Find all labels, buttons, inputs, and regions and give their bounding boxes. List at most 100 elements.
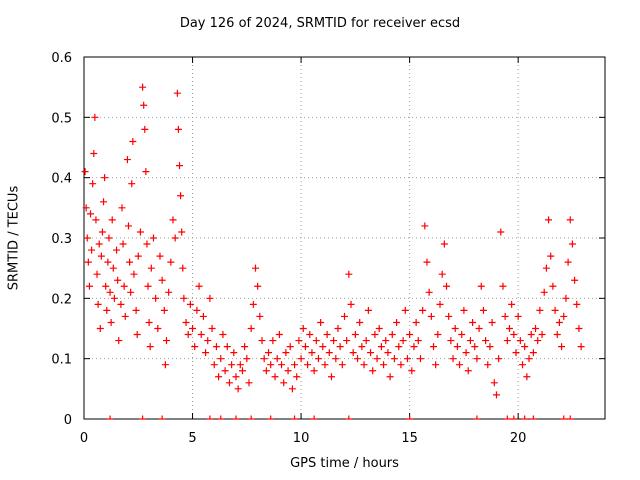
- data-point: [512, 349, 520, 357]
- data-point: [501, 312, 509, 320]
- data-point: [499, 282, 507, 290]
- data-point: [575, 325, 583, 332]
- data-point: [149, 234, 157, 242]
- data-point: [186, 300, 194, 308]
- data-point: [390, 355, 398, 363]
- data-point: [330, 337, 338, 345]
- zero-data-point: [345, 415, 353, 420]
- data-point: [96, 325, 104, 332]
- data-point: [105, 234, 113, 242]
- data-point: [143, 240, 151, 248]
- data-point: [169, 216, 177, 224]
- data-point: [119, 240, 127, 248]
- zero-data-point: [310, 415, 318, 420]
- data-point: [133, 331, 141, 339]
- data-point: [141, 125, 149, 133]
- data-point: [127, 288, 135, 296]
- data-point: [469, 318, 477, 326]
- data-point: [432, 361, 440, 369]
- data-point: [503, 337, 511, 345]
- data-point: [440, 240, 448, 248]
- data-point: [284, 367, 292, 375]
- data-point: [223, 343, 231, 351]
- data-point: [140, 101, 148, 109]
- data-point: [540, 288, 548, 296]
- data-point: [243, 355, 251, 363]
- data-point: [152, 294, 160, 302]
- data-point: [204, 337, 212, 345]
- data-point: [108, 216, 116, 224]
- zero-data-point: [560, 415, 568, 420]
- data-point: [299, 325, 307, 332]
- data-point: [179, 264, 187, 272]
- zero-data-point: [291, 415, 299, 420]
- data-point: [321, 361, 329, 369]
- zero-data-point: [566, 415, 574, 420]
- data-point: [101, 174, 109, 182]
- data-point: [225, 379, 233, 387]
- data-point: [130, 270, 138, 278]
- zero-data-point: [267, 415, 275, 420]
- data-point: [351, 331, 359, 339]
- data-point: [334, 325, 342, 332]
- data-point: [173, 89, 181, 97]
- data-point: [81, 168, 89, 176]
- data-point: [238, 367, 246, 375]
- data-point: [139, 83, 147, 91]
- data-point: [514, 312, 522, 320]
- data-point: [97, 252, 105, 260]
- data-point: [343, 337, 351, 345]
- data-point: [123, 156, 131, 164]
- data-point: [98, 228, 106, 236]
- data-point: [401, 306, 409, 314]
- data-point: [314, 355, 322, 363]
- data-point: [451, 325, 459, 332]
- data-point: [549, 282, 557, 290]
- data-point: [93, 270, 101, 278]
- data-point: [103, 306, 111, 314]
- data-point: [251, 264, 259, 272]
- data-point: [484, 361, 492, 369]
- data-point: [336, 343, 344, 351]
- data-point: [89, 180, 97, 188]
- data-point: [245, 379, 253, 387]
- data-point: [278, 361, 286, 369]
- data-point: [90, 150, 98, 158]
- data-point: [380, 361, 388, 369]
- data-point: [254, 282, 262, 290]
- data-point: [519, 361, 527, 369]
- data-point: [545, 216, 553, 224]
- zero-data-point: [406, 415, 414, 420]
- data-point: [230, 349, 238, 357]
- data-point: [349, 349, 357, 357]
- data-point: [453, 343, 461, 351]
- data-point: [382, 337, 390, 345]
- zero-data-point: [139, 415, 147, 420]
- data-point: [142, 168, 150, 176]
- data-point: [341, 312, 348, 320]
- x-axis-label: GPS time / hours: [290, 456, 399, 471]
- data-point: [83, 234, 91, 242]
- data-point: [189, 325, 197, 332]
- data-point: [310, 367, 318, 375]
- data-point: [317, 318, 325, 326]
- data-point: [269, 337, 277, 345]
- data-point: [488, 318, 496, 326]
- data-point: [510, 331, 518, 339]
- data-point: [304, 361, 312, 369]
- data-point: [147, 264, 155, 272]
- data-point: [497, 228, 505, 236]
- y-tick-label: 0.4: [51, 172, 72, 187]
- data-point: [458, 331, 466, 339]
- data-point: [88, 246, 96, 254]
- data-point: [109, 264, 117, 272]
- data-point: [364, 306, 372, 314]
- data-point: [102, 282, 110, 290]
- data-point: [438, 270, 446, 278]
- zero-data-point: [529, 415, 537, 420]
- data-point: [479, 306, 487, 314]
- data-point: [94, 300, 102, 308]
- data-point: [456, 361, 464, 369]
- data-point: [475, 325, 483, 332]
- data-point: [410, 343, 418, 351]
